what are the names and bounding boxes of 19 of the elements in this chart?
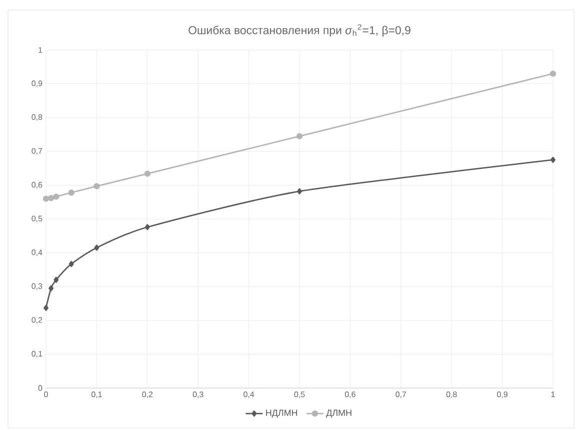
point bbox=[54, 276, 59, 283]
point bbox=[53, 194, 60, 200]
point bbox=[296, 133, 303, 140]
point bbox=[144, 224, 150, 230]
point bbox=[48, 194, 54, 202]
point bbox=[44, 304, 48, 311]
point bbox=[550, 156, 556, 163]
legend-label: НДЛМН bbox=[266, 410, 298, 418]
chart-title: Ошибка восстановления при σ$_{h}$$^{2}$=1, β=0,9 bbox=[188, 24, 410, 36]
point bbox=[297, 188, 302, 194]
point bbox=[68, 260, 74, 268]
point bbox=[48, 285, 54, 292]
legend-label: ДЛМН bbox=[326, 410, 352, 418]
point bbox=[94, 244, 100, 251]
point bbox=[42, 196, 50, 202]
point bbox=[144, 170, 150, 177]
point bbox=[550, 70, 556, 77]
point bbox=[94, 183, 100, 190]
point bbox=[68, 190, 74, 196]
